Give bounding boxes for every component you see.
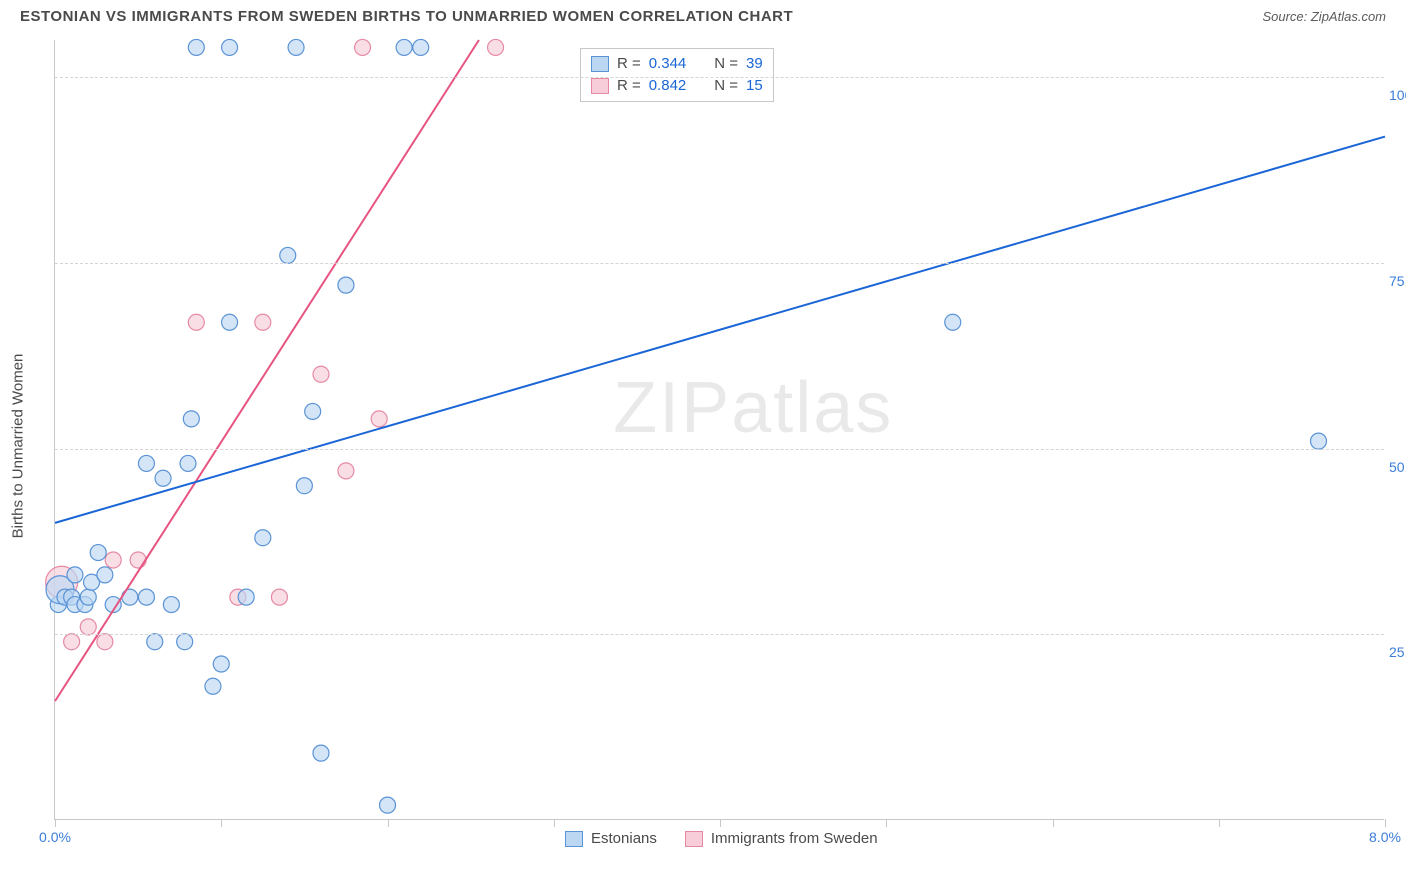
data-point xyxy=(183,411,199,427)
data-point xyxy=(371,411,387,427)
x-tick xyxy=(886,819,887,827)
data-point xyxy=(222,314,238,330)
data-point xyxy=(488,39,504,55)
x-tick-label: 0.0% xyxy=(39,829,71,845)
legend-r-value: 0.344 xyxy=(649,53,687,75)
data-point xyxy=(180,455,196,471)
y-tick-label: 100.0% xyxy=(1389,87,1406,103)
x-tick xyxy=(720,819,721,827)
data-point xyxy=(205,678,221,694)
data-point xyxy=(188,39,204,55)
legend-series: Estonians Immigrants from Sweden xyxy=(565,830,878,847)
data-point xyxy=(271,589,287,605)
data-point xyxy=(155,470,171,486)
data-point xyxy=(413,39,429,55)
x-tick xyxy=(221,819,222,827)
data-point xyxy=(396,39,412,55)
legend-n-value: 39 xyxy=(746,53,763,75)
data-point xyxy=(138,589,154,605)
y-tick-label: 25.0% xyxy=(1389,644,1406,660)
y-tick-label: 75.0% xyxy=(1389,273,1406,289)
gridline xyxy=(55,634,1384,635)
data-point xyxy=(288,39,304,55)
data-point xyxy=(255,530,271,546)
chart-svg xyxy=(55,40,1384,819)
data-point xyxy=(97,634,113,650)
data-point xyxy=(97,567,113,583)
y-axis-label: Births to Unmarried Women xyxy=(10,354,27,539)
data-point xyxy=(80,619,96,635)
legend-stat-row: R = 0.344 N = 39 xyxy=(591,53,763,75)
data-point xyxy=(130,552,146,568)
x-tick xyxy=(1053,819,1054,827)
legend-series-item: Immigrants from Sweden xyxy=(685,830,878,847)
data-point xyxy=(280,247,296,263)
gridline xyxy=(55,263,1384,264)
legend-series-label: Immigrants from Sweden xyxy=(711,830,878,847)
data-point xyxy=(80,589,96,605)
legend-n-label: N = xyxy=(714,53,738,75)
data-point xyxy=(305,403,321,419)
gridline xyxy=(55,77,1384,78)
data-point xyxy=(163,597,179,613)
data-point xyxy=(338,277,354,293)
data-point xyxy=(188,314,204,330)
x-tick-label: 8.0% xyxy=(1369,829,1401,845)
legend-swatch xyxy=(591,56,609,72)
legend-stats: R = 0.344 N = 39 R = 0.842 N = 15 xyxy=(580,48,774,102)
x-tick xyxy=(55,819,56,827)
data-point xyxy=(105,552,121,568)
data-point xyxy=(313,366,329,382)
legend-swatch xyxy=(565,831,583,847)
x-tick xyxy=(554,819,555,827)
data-point xyxy=(296,478,312,494)
legend-series-label: Estonians xyxy=(591,830,657,847)
trend-line xyxy=(55,40,479,701)
data-point xyxy=(213,656,229,672)
data-point xyxy=(147,634,163,650)
data-point xyxy=(380,797,396,813)
data-point xyxy=(338,463,354,479)
data-point xyxy=(222,39,238,55)
chart-plot-area: ZIPatlas R = 0.344 N = 39 R = 0.842 N = … xyxy=(54,40,1384,820)
legend-series-item: Estonians xyxy=(565,830,657,847)
data-point xyxy=(945,314,961,330)
data-point xyxy=(177,634,193,650)
data-point xyxy=(313,745,329,761)
data-point xyxy=(1311,433,1327,449)
legend-r-label: R = xyxy=(617,53,641,75)
y-tick-label: 50.0% xyxy=(1389,459,1406,475)
data-point xyxy=(238,589,254,605)
chart-title: ESTONIAN VS IMMIGRANTS FROM SWEDEN BIRTH… xyxy=(20,8,793,25)
x-tick xyxy=(388,819,389,827)
data-point xyxy=(67,567,83,583)
x-tick xyxy=(1385,819,1386,827)
x-tick xyxy=(1219,819,1220,827)
trend-line xyxy=(55,137,1385,523)
source-label: Source: ZipAtlas.com xyxy=(1262,9,1386,24)
gridline xyxy=(55,449,1384,450)
legend-swatch xyxy=(591,78,609,94)
legend-swatch xyxy=(685,831,703,847)
data-point xyxy=(90,545,106,561)
data-point xyxy=(64,634,80,650)
data-point xyxy=(355,39,371,55)
data-point xyxy=(138,455,154,471)
data-point xyxy=(255,314,271,330)
